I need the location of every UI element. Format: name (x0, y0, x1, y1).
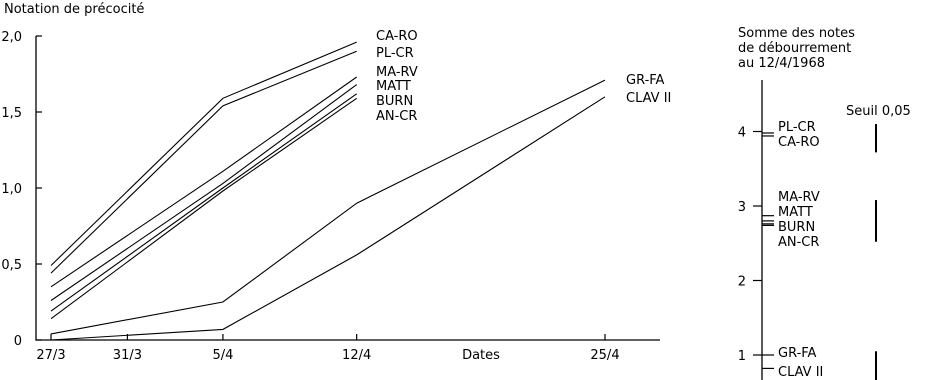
variety-label: PL-CR (778, 120, 816, 135)
series-line-burn (50, 93, 358, 312)
bud-sum-title: Somme des notes de débourrement au 12/4/… (738, 26, 855, 71)
title-line: au 12/4/1968 (738, 56, 825, 71)
y-tick-label: 0,5 (1, 258, 22, 273)
variety-label: BURN (778, 220, 815, 235)
series-line-ca-ro (50, 41, 357, 266)
y-axis-tick-labels: 0 0,5 1,0 1,5 2,0 (1, 30, 22, 349)
y-tick-label: 0 (14, 334, 22, 349)
variety-label: MA-RV (778, 190, 820, 205)
variety-labels: PL-CR CA-RO MA-RV MATT BURN AN-CR GR-FA … (778, 120, 823, 380)
series-line-an-cr (50, 97, 358, 320)
y-axis-ticks (36, 35, 42, 341)
series-line-gr-fa (50, 79, 606, 335)
series-label: CLAV II (626, 91, 671, 106)
x-tick-label: 5/4 (212, 348, 233, 363)
series-line-clav-ii (50, 96, 606, 341)
series-label: BURN (376, 94, 413, 109)
bud-sum-tick-labels: 1 2 3 4 (738, 126, 746, 365)
chart-axes (35, 36, 660, 341)
series-label: CA-RO (376, 29, 418, 44)
series-line-ma-rv (50, 76, 358, 288)
variety-label: CLAV II (778, 365, 823, 380)
x-tick-label: 31/3 (113, 348, 142, 363)
series-label: MATT (376, 79, 411, 94)
y-tick-label: 1,0 (1, 182, 22, 197)
series-labels-late: GR-FA CLAV II (626, 73, 671, 106)
y-tick-label: 3 (738, 200, 746, 215)
y-tick-label: 2,0 (1, 30, 22, 45)
variety-label: CA-RO (778, 135, 820, 150)
x-tick-label: 27/3 (36, 348, 65, 363)
y-tick-label: 2 (738, 275, 746, 290)
x-tick-label: 12/4 (342, 348, 371, 363)
variety-label: AN-CR (778, 235, 819, 250)
variety-markers (762, 132, 774, 370)
chart-title: Notation de précocité (4, 2, 144, 17)
precocity-chart: Notation de précocité 0 0,5 1,0 1,5 2,0 … (1, 2, 671, 363)
series-label: GR-FA (626, 73, 665, 88)
variety-label: MATT (778, 205, 813, 220)
series-label: PL-CR (376, 46, 414, 61)
variety-label: GR-FA (778, 346, 817, 361)
series-label: AN-CR (376, 109, 417, 124)
y-tick-label: 1,5 (1, 106, 22, 121)
series-line-matt (50, 84, 358, 301)
title-line: Somme des notes (738, 26, 855, 41)
y-tick-label: 1 (738, 349, 746, 364)
bud-sum-ticks (753, 130, 762, 356)
x-axis-label: Dates (462, 348, 500, 363)
significance-label: Seuil 0,05 (846, 104, 911, 119)
series-label: MA-RV (376, 65, 418, 80)
x-tick-label: 25/4 (590, 348, 619, 363)
series-labels-early: CA-RO PL-CR MA-RV MATT BURN AN-CR (376, 29, 418, 124)
title-line: de débourrement (738, 41, 851, 56)
y-tick-label: 4 (738, 126, 746, 141)
bud-sum-chart: Somme des notes de débourrement au 12/4/… (738, 26, 911, 380)
series-line-pl-cr (50, 50, 357, 274)
series-lines (50, 41, 606, 341)
x-axis-tick-labels: 27/3 31/3 5/4 12/4 25/4 (36, 348, 619, 363)
